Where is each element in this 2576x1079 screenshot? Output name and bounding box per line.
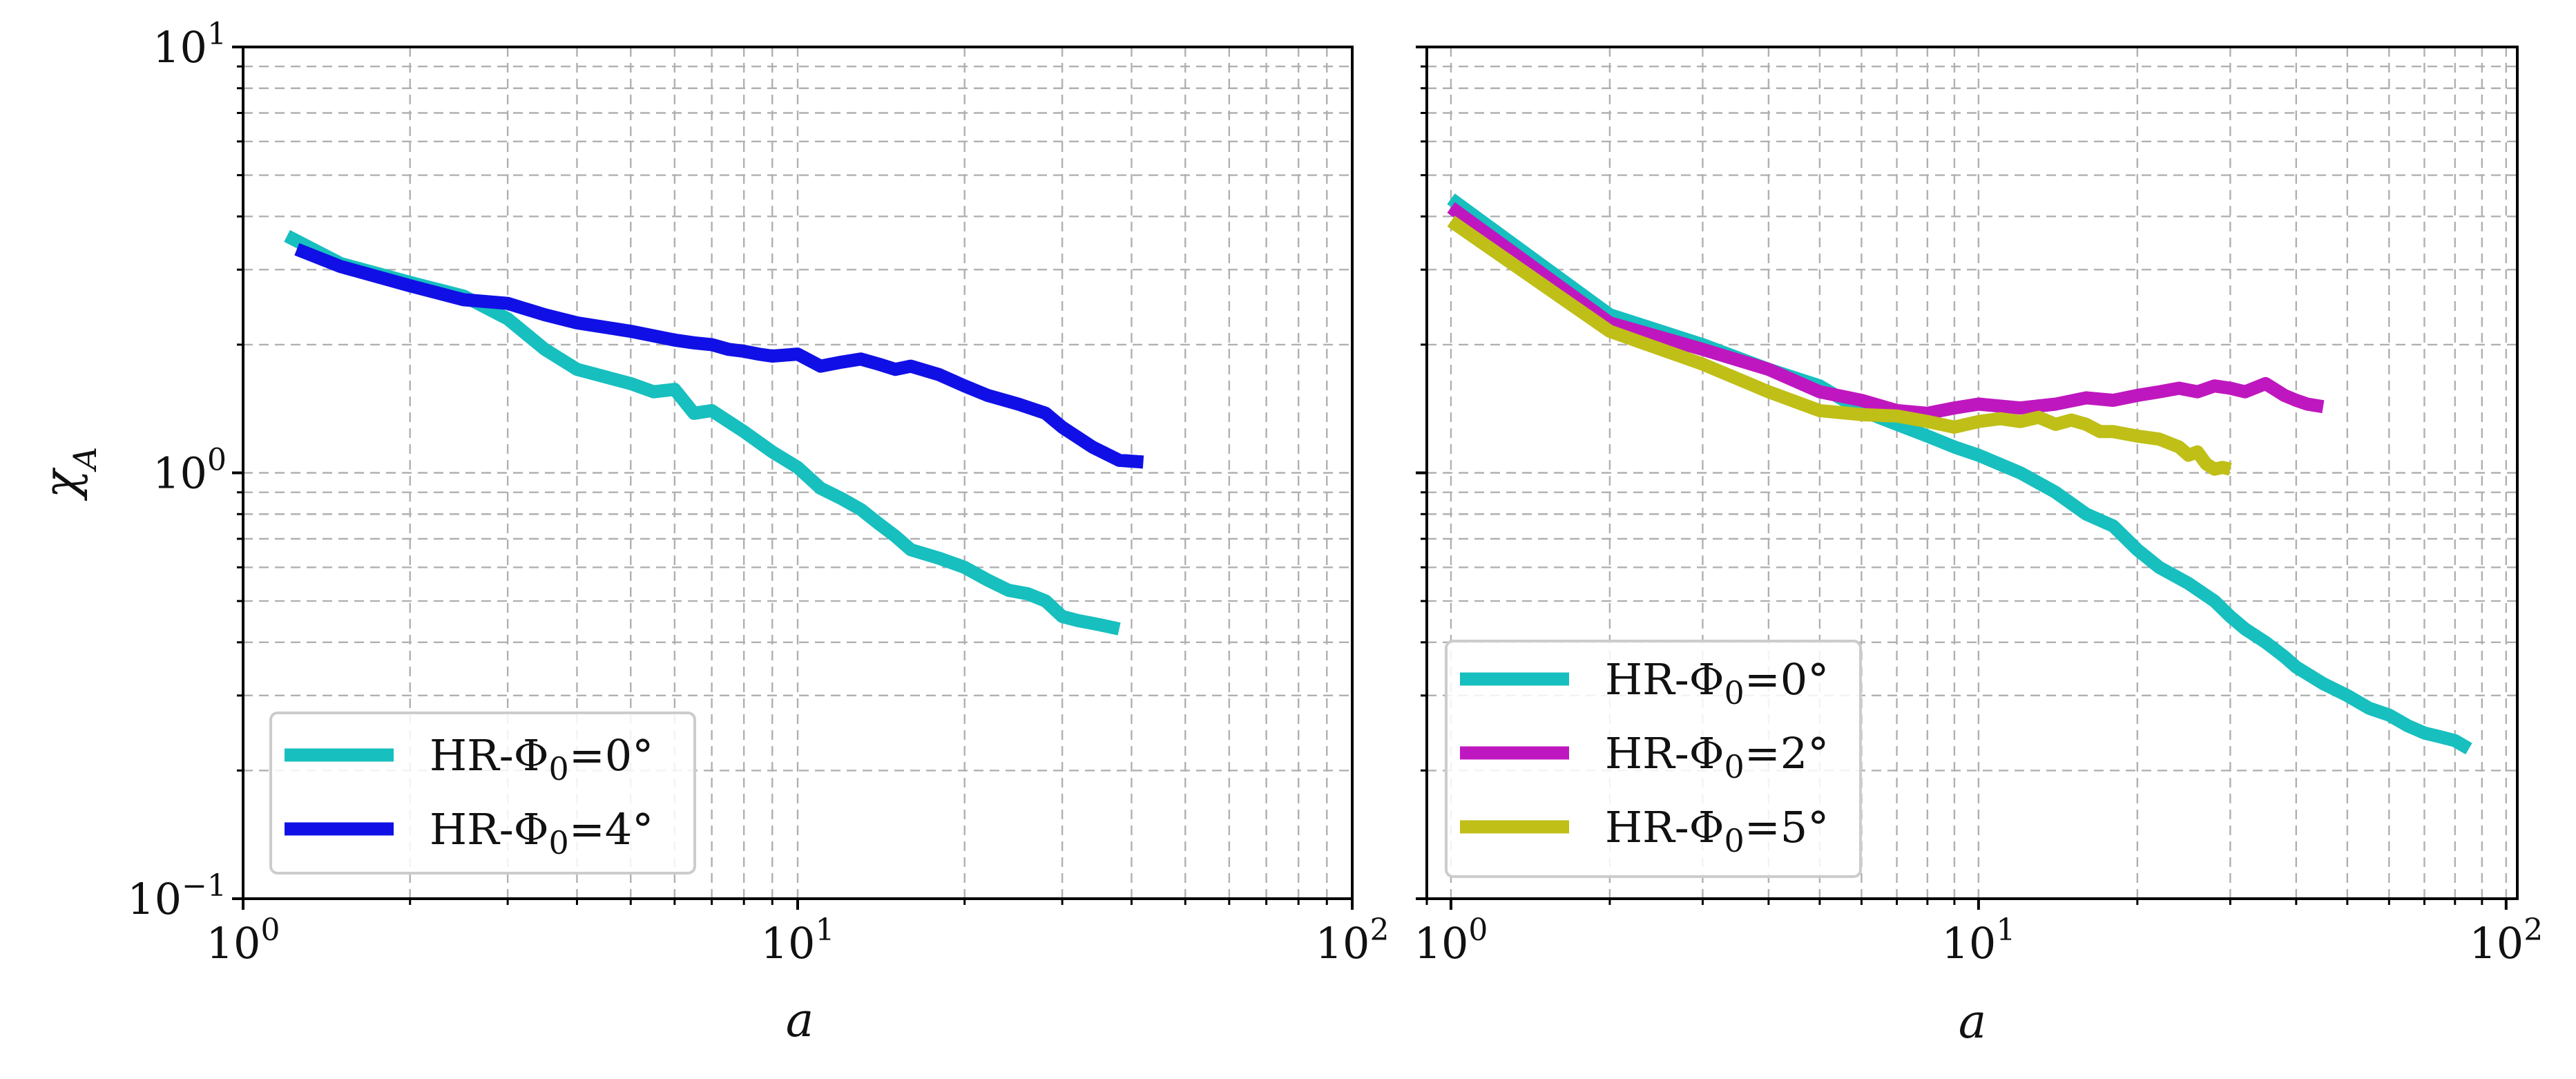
legend-label: HR-Φ0=5°: [1605, 802, 1829, 859]
series-line-3: [1447, 216, 2232, 476]
y-tick-label: 100: [153, 443, 227, 499]
y-tick-label: 101: [153, 17, 227, 73]
x-tick-label: 100: [1414, 913, 1488, 968]
right-x-axis-label: a: [1959, 995, 1987, 1049]
legend-box: [1445, 640, 1862, 878]
x-tick-label: 102: [1316, 913, 1390, 968]
left-legend: HR-Φ0=0° HR-Φ0=4°: [269, 712, 696, 875]
right-legend: HR-Φ0=0° HR-Φ0=2° HR-Φ0=5°: [1445, 640, 1862, 878]
left-x-axis-label: a: [786, 993, 814, 1048]
legend-label: HR-Φ0=0°: [430, 730, 653, 787]
series-line-1: [284, 230, 1121, 636]
x-tick-label: 102: [2469, 913, 2543, 968]
right-chart-panel: 100 101 102 a HR-Φ0=0° HR-Φ0=2° HR-Φ0=5°: [1414, 46, 2543, 1049]
y-tick-label: 10−1: [127, 868, 227, 924]
legend-label: HR-Φ0=4°: [430, 804, 653, 861]
legend-label: HR-Φ0=2°: [1605, 728, 1829, 785]
series-line-2: [1447, 202, 2325, 420]
x-tick-label: 101: [761, 913, 835, 968]
right-axis-ticks: 100 101 102: [1414, 46, 2543, 968]
series-line-2: [294, 242, 1144, 469]
x-tick-label: 101: [1941, 913, 2015, 968]
x-tick-label: 100: [206, 913, 280, 968]
right-series-group: [1447, 193, 2472, 755]
left-y-axis-label: χA: [35, 447, 104, 501]
left-series-group: [284, 230, 1144, 636]
legend-label: HR-Φ0=0°: [1605, 654, 1829, 712]
